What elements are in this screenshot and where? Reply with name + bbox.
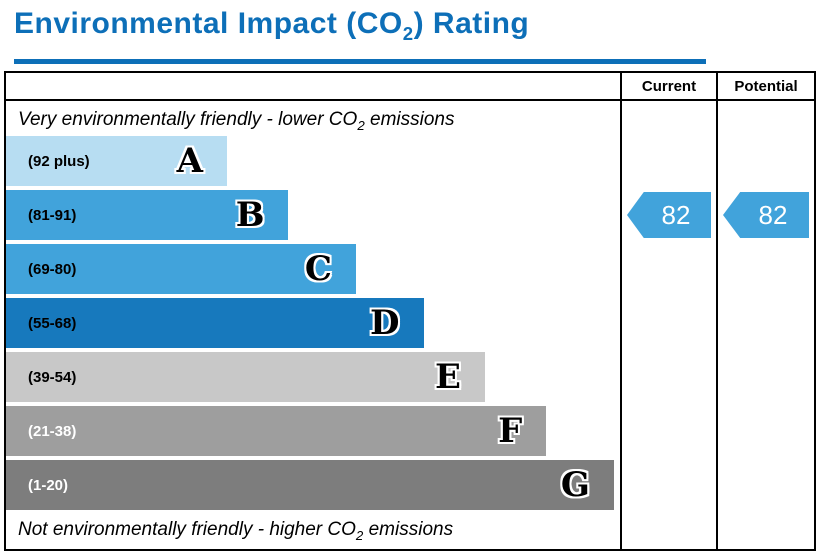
band-range-label: (21-38) [28,422,77,440]
potential-rating-arrow: 82 [723,192,809,238]
band-bar-d: (55-68) D [6,298,424,348]
band-range-label: (92 plus) [28,152,90,170]
current-rating-value: 82 [661,199,691,230]
band-row-c: (69-80) C [6,244,620,294]
band-row-f: (21-38) F [6,406,620,456]
band-row-b: (81-91) B [6,190,620,240]
potential-rating-value: 82 [758,199,788,230]
band-row-a: (92 plus) A [6,136,620,186]
title-subscript: 2 [402,23,414,44]
rating-table: Current Potential Very environmentally f… [4,71,816,551]
band-row-d: (55-68) D [6,298,620,348]
top-caption: Very environmentally friendly - lower CO… [6,104,620,136]
title-text: Environmental Impact (CO [14,7,403,40]
title-text-end: ) Rating [413,7,530,40]
band-bar-f: (21-38) F [6,406,547,456]
band-letter: B [235,195,265,235]
band-bar-a: (92 plus) A [6,136,228,186]
band-letter: E [434,357,461,397]
band-range-label: (55-68) [28,314,77,332]
band-range-label: (69-80) [28,260,77,278]
band-bar-b: (81-91) B [6,190,289,240]
band-row-g: (1-20) G [6,460,620,510]
current-rating-arrow: 82 [627,192,711,238]
top-caption-subscript: 2 [357,117,365,133]
band-letter: F [498,411,523,451]
band-bar-e: (39-54) E [6,352,485,402]
band-letter: A [176,141,204,181]
header-spacer-cell [6,73,622,101]
band-letter: C [304,249,332,289]
header-potential: Potential [718,73,814,101]
bottom-caption-text: Not environmentally friendly - higher CO [18,519,356,540]
top-caption-text: Very environmentally friendly - lower CO [18,109,358,130]
bottom-caption: Not environmentally friendly - higher CO… [6,514,620,546]
band-letter: G [560,465,590,505]
header-current: Current [622,73,718,101]
potential-column: 82 [718,101,814,549]
epc-environmental-impact-chart: Environmental Impact (CO2) Rating Curren… [0,6,820,553]
band-bar-c: (69-80) C [6,244,356,294]
bottom-caption-text-end: emissions [363,519,454,540]
band-range-label: (39-54) [28,368,77,386]
page-title: Environmental Impact (CO2) Rating [14,6,706,64]
bottom-caption-subscript: 2 [355,527,364,543]
top-caption-text-end: emissions [364,109,455,130]
band-letter: D [370,303,400,343]
band-range-label: (81-91) [28,206,77,224]
band-range-label: (1-20) [28,476,69,494]
band-bar-g: (1-20) G [6,460,614,510]
band-row-e: (39-54) E [6,352,620,402]
bands-column: Very environmentally friendly - lower CO… [6,101,622,549]
current-column: 82 [622,101,718,549]
